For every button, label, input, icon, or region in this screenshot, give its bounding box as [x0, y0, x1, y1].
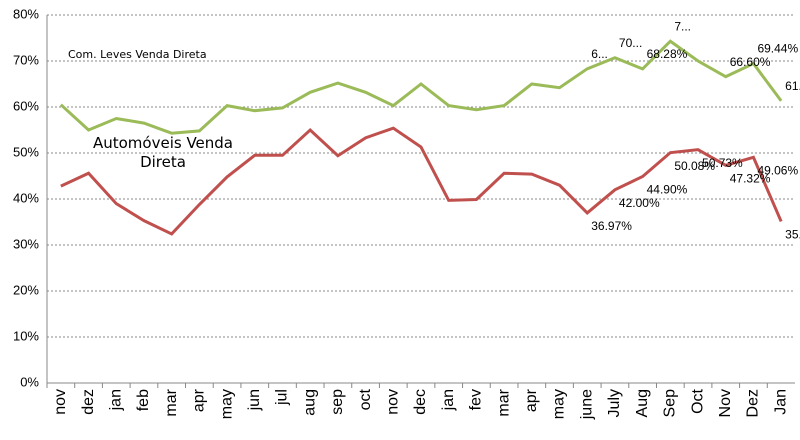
x-tick-label: dec — [412, 389, 429, 415]
data-label: 50.73% — [702, 156, 743, 170]
data-label: 35.12% — [785, 228, 800, 242]
x-tick-label: apr — [523, 388, 540, 412]
y-tick-label: 40% — [13, 190, 39, 205]
x-tick-label: Jan — [772, 389, 789, 415]
x-tick-label: oct — [357, 388, 374, 410]
data-label: 36.97% — [591, 219, 632, 233]
x-tick-label: dez — [80, 389, 97, 415]
y-tick-label: 10% — [13, 328, 39, 343]
data-label: 50.08% — [674, 159, 715, 173]
x-tick-label: Sep — [662, 389, 679, 418]
x-tick-label: July — [606, 389, 623, 417]
series-annotation: Automóveis Venda Direta — [92, 134, 234, 171]
series-annotation: Com. Leves Venda Direta — [68, 48, 207, 61]
x-tick-label: Aug — [634, 389, 651, 417]
x-tick-label: Oct — [689, 388, 706, 413]
x-tick-label: may — [551, 389, 568, 419]
data-label: 66.60% — [730, 55, 771, 69]
y-tick-label: 50% — [13, 144, 39, 159]
x-tick-label: jan — [107, 389, 124, 411]
data-label: 6... — [591, 47, 608, 61]
data-label: 70... — [619, 36, 642, 50]
y-tick-label: 60% — [13, 98, 39, 113]
x-tick-label: fev — [468, 389, 485, 410]
data-label: 69.44% — [757, 42, 798, 56]
x-tick-label: may — [218, 389, 235, 419]
x-tick-label: jan — [440, 389, 457, 411]
data-label: 49.06% — [757, 163, 798, 177]
series-line — [60, 126, 783, 236]
data-label: 61.33% — [785, 79, 800, 93]
x-tick-label: sep — [329, 389, 346, 415]
x-tick-label: Dez — [745, 389, 762, 417]
x-tick-label: Nov — [717, 389, 734, 417]
y-tick-label: 20% — [13, 282, 39, 297]
x-tick-label: apr — [191, 388, 208, 412]
y-tick-label: 80% — [13, 6, 39, 21]
x-tick-label: mar — [495, 388, 512, 416]
x-tick-label: jul — [274, 389, 291, 406]
data-label: 42.00% — [619, 196, 660, 210]
data-label: 47.32% — [730, 171, 771, 185]
data-label: 44.90% — [647, 183, 688, 197]
y-tick-label: 30% — [13, 236, 39, 251]
x-tick-label: jun — [246, 389, 263, 411]
x-tick-label: nov — [385, 389, 402, 415]
data-label: 68.28% — [647, 47, 688, 61]
series-line — [59, 39, 783, 135]
y-tick-label: 0% — [20, 374, 39, 389]
data-label: 7... — [674, 19, 691, 33]
x-tick-label: nov — [52, 389, 69, 415]
x-tick-label: feb — [135, 389, 152, 411]
x-tick-label: aug — [301, 389, 318, 416]
x-tick-label: june — [578, 389, 595, 420]
y-tick-label: 70% — [13, 52, 39, 67]
x-tick-label: mar — [163, 388, 180, 416]
